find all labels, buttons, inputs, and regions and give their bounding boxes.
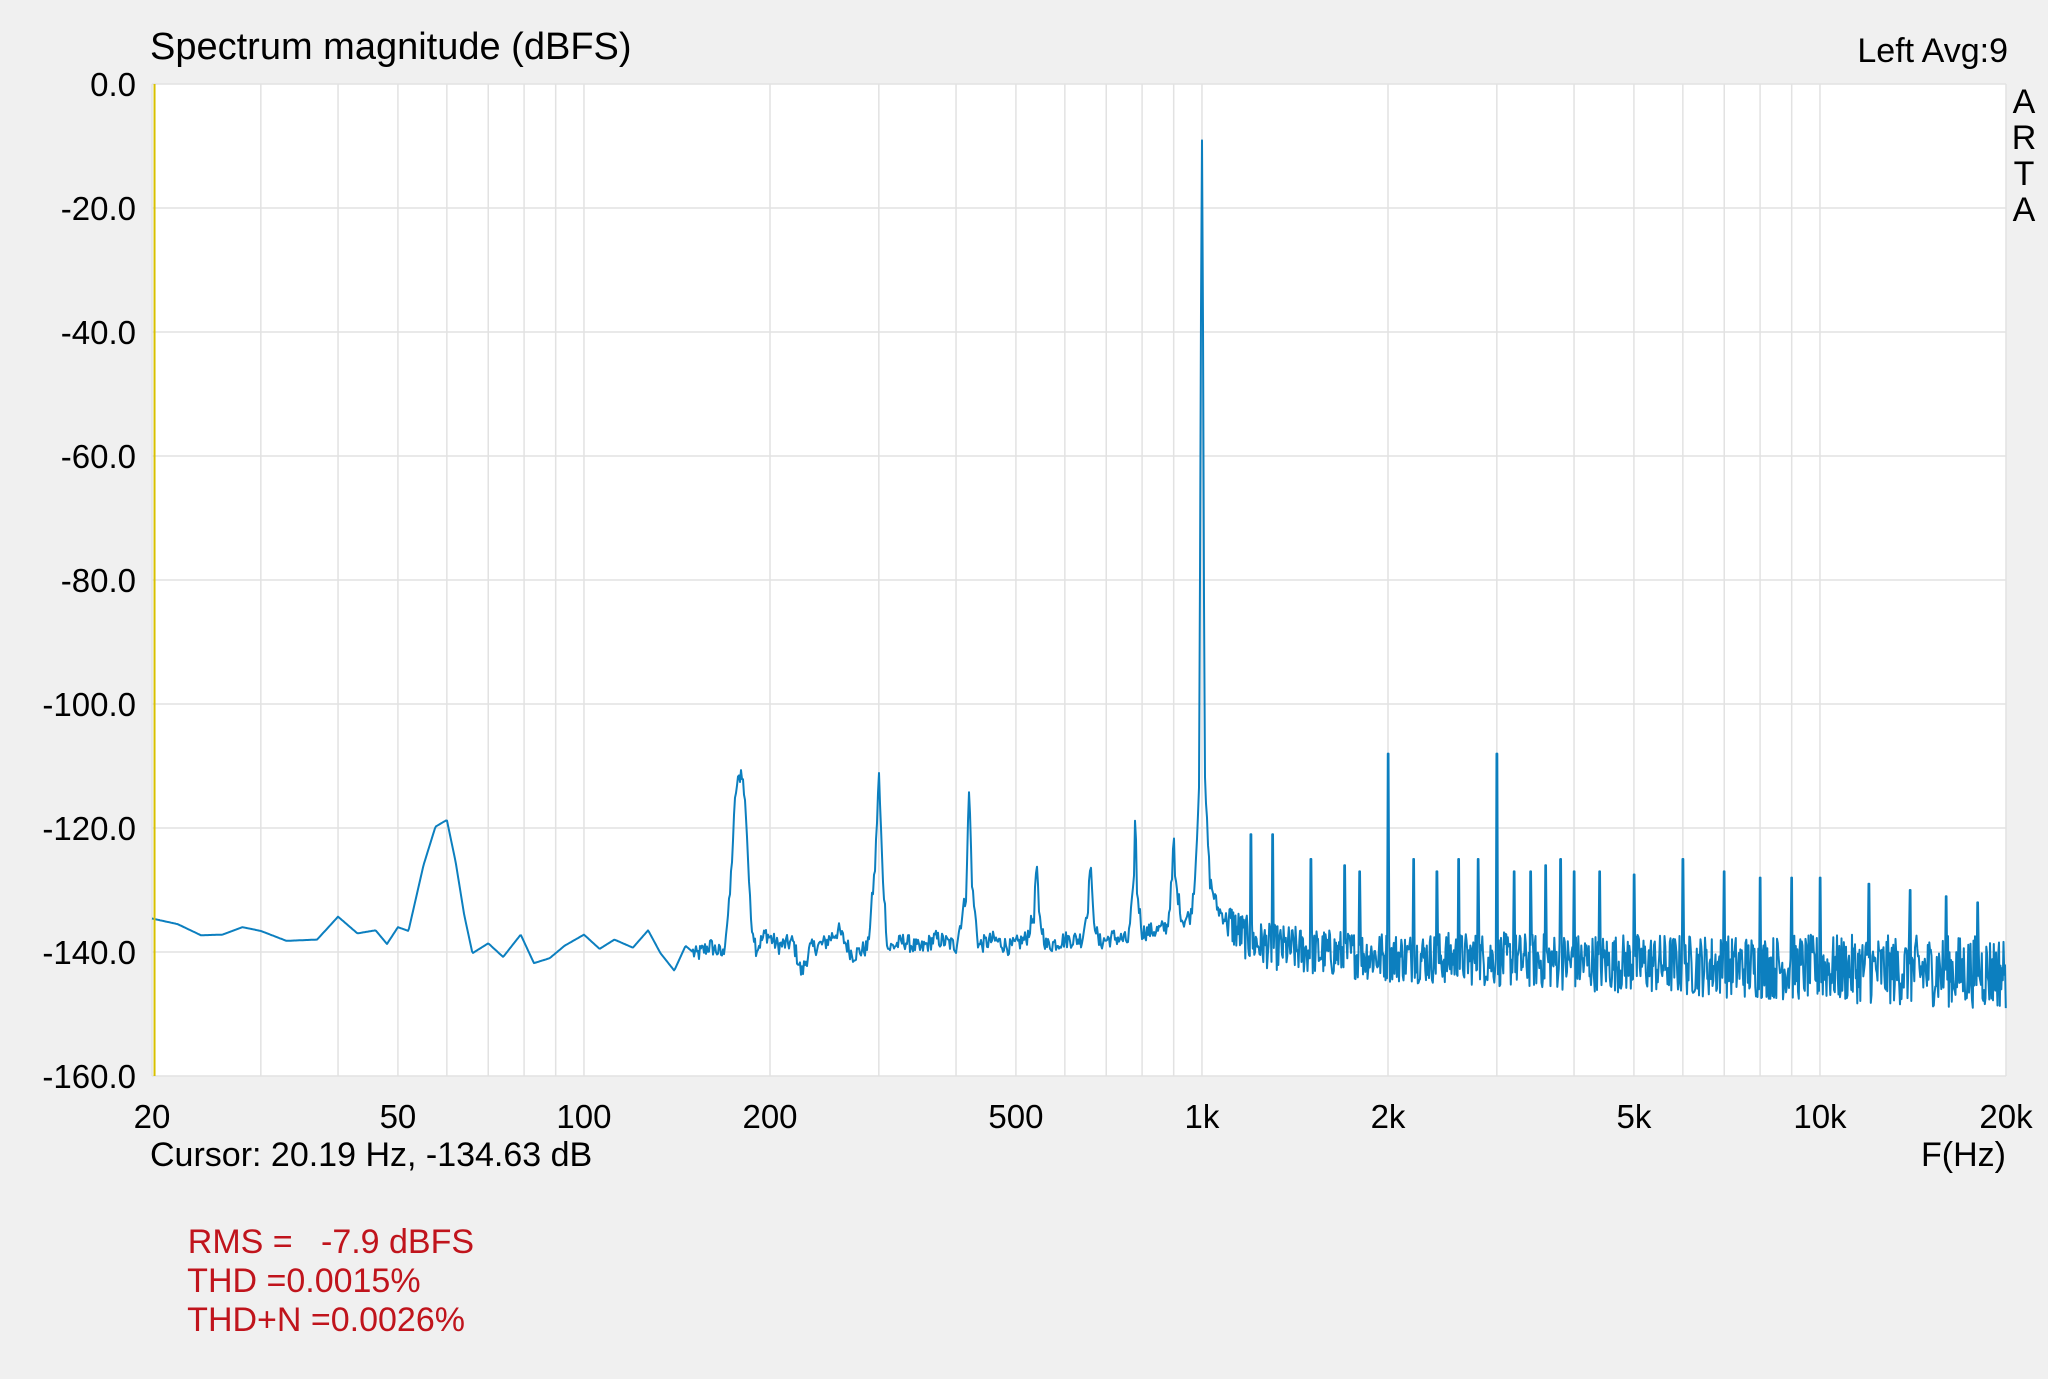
x-tick-label: 1k: [1185, 1098, 1220, 1135]
x-tick-label: 5k: [1616, 1098, 1651, 1135]
x-tick-label: 500: [988, 1098, 1043, 1135]
x-tick-label: 20k: [1979, 1098, 2033, 1135]
y-tick-label: -100.0: [42, 686, 136, 723]
thdn-readout: THD+N =0.0026%: [187, 1301, 465, 1339]
y-tick-label: -160.0: [42, 1058, 136, 1095]
y-tick-label: -20.0: [61, 190, 136, 227]
y-tick-label: -80.0: [61, 562, 136, 599]
y-axis-ticks: 0.0 -20.0 -40.0 -60.0 -80.0 -100.0 -120.0 -140.…: [42, 66, 136, 1095]
x-axis-ticks: 20 50 100 200 500 1k 2k 5k 10k 20k: [134, 1098, 2033, 1135]
y-tick-label: -40.0: [61, 314, 136, 351]
x-tick-label: 10k: [1793, 1098, 1847, 1135]
y-tick-label: -120.0: [42, 810, 136, 847]
y-tick-label: -140.0: [42, 934, 136, 971]
y-tick-label: 0.0: [90, 66, 136, 103]
x-tick-label: 2k: [1371, 1098, 1406, 1135]
thd-readout: THD =0.0015%: [187, 1262, 420, 1300]
x-axis-label: F(Hz): [1921, 1136, 2006, 1175]
spectrum-chart[interactable]: 0.0 -20.0 -40.0 -60.0 -80.0 -100.0 -120.0 -140.…: [0, 0, 2048, 1232]
cursor-readout: Cursor: 20.19 Hz, -134.63 dB: [150, 1136, 592, 1175]
rms-readout: RMS = -7.9 dBFS: [188, 1223, 474, 1261]
x-tick-label: 50: [380, 1098, 417, 1135]
y-tick-label: -60.0: [61, 438, 136, 475]
x-tick-label: 20: [134, 1098, 171, 1135]
chart-window: Spectrum magnitude (dBFS) Left Avg:9 A R…: [0, 0, 2048, 1232]
x-tick-label: 200: [742, 1098, 797, 1135]
x-tick-label: 100: [556, 1098, 611, 1135]
measurement-metrics: RMS = -7.9 dBFS THD =0.0015% THD+N =0.00…: [150, 1184, 474, 1379]
